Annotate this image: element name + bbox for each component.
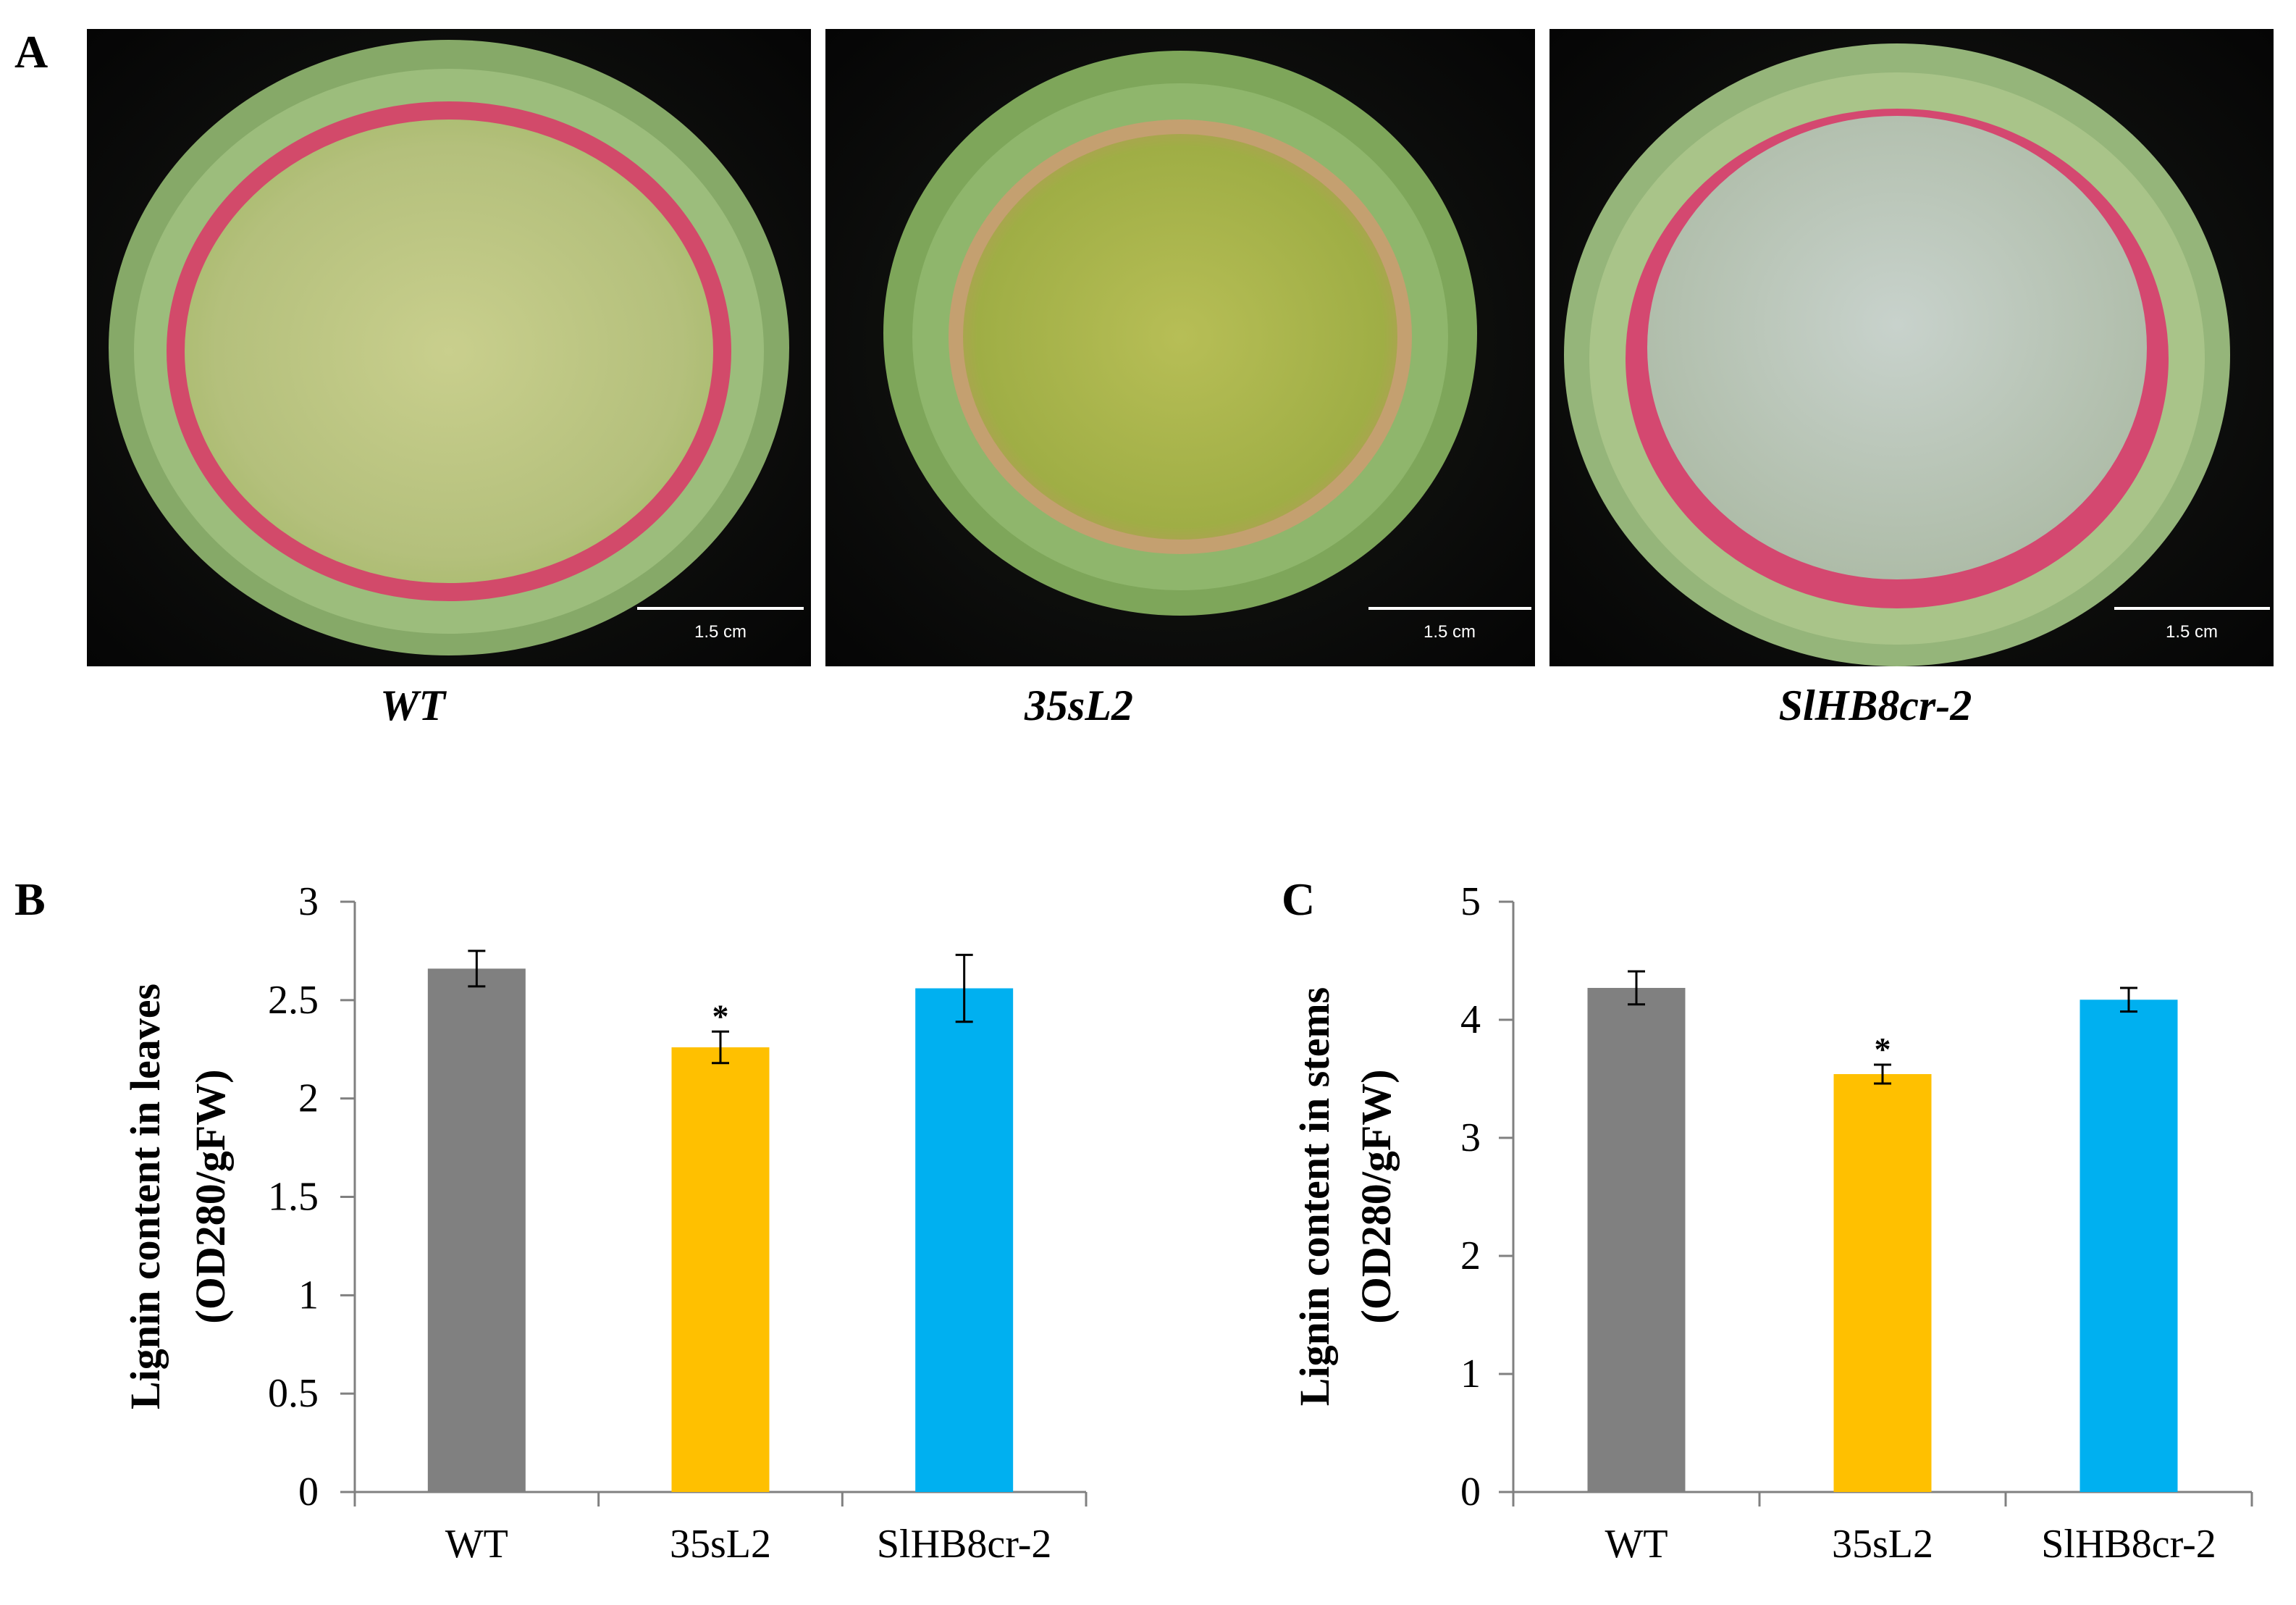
y-tick-label: 1.5 [268, 1175, 319, 1220]
x-tick-label: 35sL2 [670, 1522, 771, 1567]
y-tick-label: 3 [298, 879, 319, 924]
y-tick-label: 0 [298, 1470, 319, 1514]
panel-label-c: C [1282, 873, 1316, 925]
y-tick-label: 1 [298, 1273, 319, 1317]
significance-marker: * [712, 997, 729, 1034]
35sl2-stem-section-photo: 1.5 cm [825, 29, 1535, 666]
y-axis-title-line2: (OD280/gFW) [187, 1069, 234, 1323]
scale-bar-label: 1.5 cm [2166, 622, 2218, 642]
bar-35sl2 [671, 1047, 770, 1492]
scale-bar-label: 1.5 cm [1424, 622, 1476, 642]
panel-label-b: B [14, 873, 46, 925]
caption-slhb8cr2: SlHB8cr-2 [1778, 682, 1972, 729]
panel-label-a: A [14, 26, 49, 77]
y-tick-label: 4 [1460, 997, 1481, 1042]
bar-slhb8cr-2 [2080, 1000, 2178, 1492]
bar-wt [427, 968, 526, 1492]
y-tick-label: 1 [1460, 1352, 1481, 1396]
y-tick-label: 0 [1460, 1470, 1481, 1514]
y-axis-title-line2: (OD280/gFW) [1353, 1069, 1400, 1323]
y-tick-label: 2.5 [268, 978, 319, 1023]
stem-lignin-chart: 0 1 2 3 4 5 WT * 35sL2 SlHB8cr-2 Lignin content in… [1291, 879, 2253, 1567]
y-tick-label: 2 [1460, 1233, 1481, 1278]
y-tick-label: 0.5 [268, 1371, 319, 1416]
y-tick-label: 2 [298, 1076, 319, 1121]
scale-bar-label: 1.5 cm [694, 622, 747, 642]
bar-wt [1587, 987, 1686, 1492]
x-tick-label: 35sL2 [1832, 1522, 1933, 1567]
x-tick-label: WT [1605, 1522, 1668, 1567]
significance-marker: * [1875, 1031, 1891, 1068]
y-axis-title-line1: Lignin content in leaves [122, 984, 169, 1409]
bar-slhb8cr-2 [915, 988, 1014, 1492]
wt-stem-section-photo: 1.5 cm [87, 29, 811, 666]
x-tick-label: WT [445, 1522, 508, 1567]
caption-35sl2: 35sL2 [1025, 682, 1133, 729]
slhb8cr2-stem-section-photo: 1.5 cm [1549, 29, 2274, 666]
y-tick-label: 3 [1460, 1115, 1481, 1160]
bar-35sl2 [1833, 1073, 1932, 1492]
x-tick-label: SlHB8cr-2 [2041, 1522, 2216, 1567]
y-tick-label: 5 [1460, 879, 1481, 924]
y-axis-title-line1: Lignin content in stems [1291, 987, 1338, 1406]
x-tick-label: SlHB8cr-2 [877, 1522, 1052, 1567]
caption-wt: WT [380, 682, 445, 729]
leaf-lignin-chart: 0 0.5 1 1.5 2 2.5 3 WT * 35sL2 SlHB8cr-2 Lignin con… [122, 879, 1088, 1567]
